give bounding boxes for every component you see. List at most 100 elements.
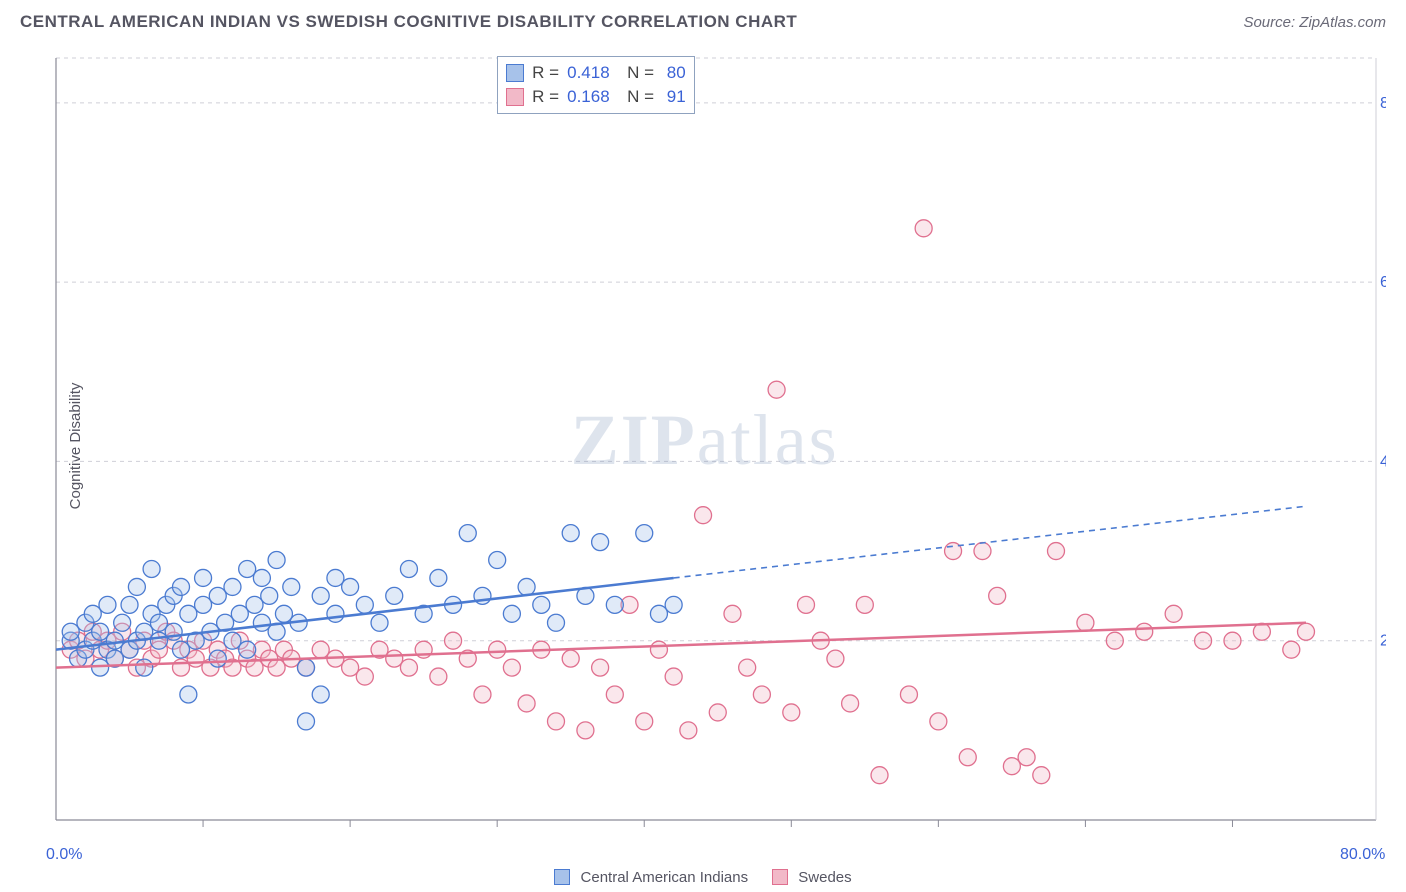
point-cai [548,614,565,631]
point-cai [342,578,359,595]
chart-header: CENTRAL AMERICAN INDIAN VS SWEDISH COGNI… [0,0,1406,40]
stats-row-cai: R = 0.418 N = 80 [506,61,686,85]
point-cai [253,569,270,586]
point-cai [173,641,190,658]
chart-area: 20.0%40.0%60.0%80.0% [48,50,1386,842]
point-cai [180,686,197,703]
source-label: Source: ZipAtlas.com [1243,14,1386,31]
point-swe [871,767,888,784]
point-cai [268,552,285,569]
point-cai [312,587,329,604]
point-swe [856,596,873,613]
point-cai [84,605,101,622]
point-swe [842,695,859,712]
point-cai [209,650,226,667]
point-cai [400,560,417,577]
point-swe [400,659,417,676]
point-swe [680,722,697,739]
point-swe [342,659,359,676]
point-swe [577,722,594,739]
stats-r-label: R = [532,85,559,109]
point-cai [224,632,241,649]
axis-origin-label: 0.0% [46,846,82,864]
point-cai [180,605,197,622]
point-swe [562,650,579,667]
point-swe [636,713,653,730]
point-swe [548,713,565,730]
footer-legend: Central American Indians Swedes [0,869,1406,886]
legend-item-swe: Swedes [772,869,852,886]
point-cai [275,605,292,622]
stats-r-value-cai: 0.418 [567,61,610,85]
stats-n-label: N = [618,85,654,109]
point-cai [62,623,79,640]
point-swe [724,605,741,622]
point-swe [1106,632,1123,649]
point-swe [739,659,756,676]
point-cai [246,596,263,613]
point-cai [195,596,212,613]
point-swe [930,713,947,730]
point-cai [650,605,667,622]
point-cai [92,659,109,676]
point-swe [606,686,623,703]
point-cai [562,525,579,542]
point-swe [173,659,190,676]
point-cai [150,632,167,649]
stats-r-label: R = [532,61,559,85]
point-swe [312,641,329,658]
point-swe [650,641,667,658]
point-swe [430,668,447,685]
point-cai [128,578,145,595]
point-swe [1033,767,1050,784]
svg-text:20.0%: 20.0% [1380,633,1386,650]
stats-legend: R = 0.418 N = 80R = 0.168 N = 91 [497,56,695,114]
point-cai [386,587,403,604]
point-cai [533,596,550,613]
trendline-ext-cai [674,506,1306,578]
point-cai [195,569,212,586]
point-swe [768,381,785,398]
point-cai [231,605,248,622]
point-swe [900,686,917,703]
point-cai [518,578,535,595]
point-swe [695,507,712,524]
point-swe [1048,543,1065,560]
stats-n-label: N = [618,61,654,85]
point-swe [1018,749,1035,766]
point-cai [636,525,653,542]
point-swe [1195,632,1212,649]
point-cai [224,578,241,595]
point-swe [503,659,520,676]
stats-row-swe: R = 0.168 N = 91 [506,85,686,109]
stats-n-value-cai: 80 [662,61,686,85]
point-swe [518,695,535,712]
stats-swatch-swe [506,88,524,106]
point-swe [783,704,800,721]
point-cai [356,596,373,613]
legend-item-cai: Central American Indians [554,869,748,886]
point-swe [187,650,204,667]
point-cai [239,560,256,577]
point-swe [665,668,682,685]
point-swe [474,686,491,703]
point-cai [121,596,138,613]
point-cai [503,605,520,622]
point-swe [489,641,506,658]
point-swe [827,650,844,667]
legend-label-swe: Swedes [798,869,851,886]
point-swe [1003,758,1020,775]
point-cai [459,525,476,542]
legend-swatch-swe [772,869,788,885]
point-cai [430,569,447,586]
point-cai [371,614,388,631]
point-swe [753,686,770,703]
point-swe [709,704,726,721]
point-cai [143,560,160,577]
stats-swatch-cai [506,64,524,82]
point-cai [209,587,226,604]
legend-swatch-cai [554,869,570,885]
point-swe [959,749,976,766]
stats-r-value-swe: 0.168 [567,85,610,109]
point-cai [489,552,506,569]
